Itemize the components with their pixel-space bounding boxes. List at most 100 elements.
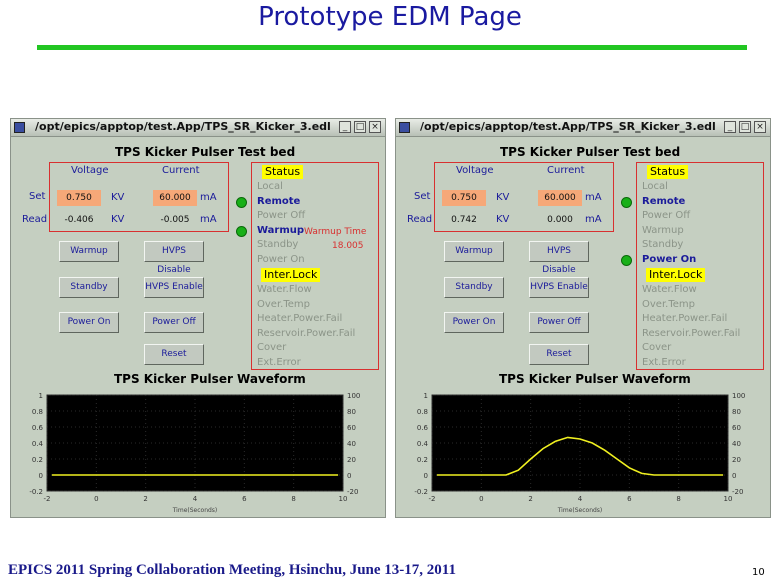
warmup-button[interactable]: Warmup [59, 241, 119, 262]
status-led-icon [236, 196, 247, 208]
x-tick-label: 4 [578, 495, 583, 503]
power-off-button[interactable]: Power Off [529, 312, 589, 333]
left-tick-label: 1 [424, 392, 428, 400]
voltage-set-unit: KV [496, 192, 510, 203]
hvps-enable-button[interactable]: HVPS Enable [529, 277, 589, 298]
current-set-unit: mA [585, 192, 602, 203]
reset-button[interactable]: Reset [144, 344, 204, 365]
x-tick-label: 4 [193, 495, 198, 503]
current-header: Current [547, 165, 585, 176]
edm-window: /opt/epics/apptop/test.App/TPS_SR_Kicker… [10, 118, 386, 518]
x-tick-label: 8 [291, 495, 295, 503]
status-frame [251, 162, 379, 370]
window-title: /opt/epics/apptop/test.App/TPS_SR_Kicker… [420, 120, 716, 133]
warmup-button[interactable]: Warmup [444, 241, 504, 262]
right-tick-label: 100 [732, 392, 745, 400]
right-tick-label: 40 [732, 440, 741, 448]
window-title: /opt/epics/apptop/test.App/TPS_SR_Kicker… [35, 120, 331, 133]
voltage-set-input[interactable]: 0.750 [442, 190, 486, 206]
right-tick-label: -20 [347, 488, 358, 496]
slide-title: Prototype EDM Page [258, 2, 522, 32]
set-label: Set [414, 191, 431, 202]
title-divider [37, 45, 747, 50]
setpoint-group-frame [434, 162, 614, 232]
window-menu-icon[interactable] [399, 122, 410, 133]
read-label: Read [407, 214, 433, 225]
left-tick-label: 0.8 [417, 408, 428, 416]
close-icon[interactable]: × [754, 121, 766, 133]
voltage-readback: 0.742 [451, 215, 477, 225]
current-read-unit: mA [585, 214, 602, 225]
current-set-unit: mA [200, 192, 217, 203]
interlock-item: Heater.Power.Fail [642, 313, 728, 324]
current-set-input[interactable]: 60.000 [538, 190, 582, 206]
left-tick-label: 0 [424, 472, 428, 480]
status-item: Power On [642, 253, 697, 265]
waveform-line [436, 436, 724, 476]
interlock-item: Cover [642, 342, 672, 353]
maximize-icon[interactable]: □ [354, 121, 366, 133]
current-header: Current [162, 165, 200, 176]
window-titlebar[interactable]: /opt/epics/apptop/test.App/TPS_SR_Kicker… [11, 119, 385, 137]
x-tick-label: 10 [339, 495, 348, 503]
window-titlebar[interactable]: /opt/epics/apptop/test.App/TPS_SR_Kicker… [396, 119, 770, 137]
status-item: Warmup [257, 224, 305, 236]
hvps-enable-button[interactable]: HVPS Enable [144, 277, 204, 298]
current-set-input[interactable]: 60.000 [153, 190, 197, 206]
hvps-disable-button[interactable]: HVPS Disable [529, 241, 589, 275]
left-tick-label: -0.2 [414, 488, 428, 496]
interlock-badge: Inter.Lock [646, 268, 706, 282]
left-tick-label: 0.4 [32, 440, 44, 448]
left-tick-label: 0.2 [32, 456, 43, 464]
right-tick-label: 80 [347, 408, 356, 416]
status-item: Local [257, 181, 283, 192]
left-tick-label: 1 [39, 392, 43, 400]
left-tick-label: 0.8 [32, 408, 43, 416]
interlock-item: Cover [257, 342, 287, 353]
voltage-set-input[interactable]: 0.750 [57, 190, 101, 206]
right-tick-label: -20 [732, 488, 743, 496]
standby-button[interactable]: Standby [59, 277, 119, 298]
x-axis-label: Time(Seconds) [172, 507, 218, 514]
close-icon[interactable]: × [369, 121, 381, 133]
waveform-plot-title: TPS Kicker Pulser Waveform [114, 372, 306, 386]
minimize-icon[interactable]: _ [339, 121, 351, 133]
right-tick-label: 0 [347, 472, 351, 480]
interlock-item: Ext.Error [642, 356, 686, 368]
status-item: Local [642, 181, 668, 192]
status-led-icon [621, 196, 632, 208]
power-off-button[interactable]: Power Off [144, 312, 204, 333]
edm-window: /opt/epics/apptop/test.App/TPS_SR_Kicker… [395, 118, 771, 518]
status-item: Power On [257, 253, 305, 265]
minimize-icon[interactable]: _ [724, 121, 736, 133]
warmup-time-value: 18.005 [332, 241, 364, 251]
set-label: Set [29, 191, 46, 202]
x-axis-label: Time(Seconds) [557, 507, 603, 514]
left-tick-label: -0.2 [29, 488, 43, 496]
window-menu-icon[interactable] [14, 122, 25, 133]
current-readback: 0.000 [547, 215, 573, 225]
power-on-button[interactable]: Power On [59, 312, 119, 333]
reset-button[interactable]: Reset [529, 344, 589, 365]
power-on-button[interactable]: Power On [444, 312, 504, 333]
right-tick-label: 100 [347, 392, 360, 400]
interlock-item: Ext.Error [257, 356, 301, 368]
status-badge: Status [262, 165, 304, 179]
left-tick-label: 0.6 [417, 424, 429, 432]
right-tick-label: 0 [732, 472, 736, 480]
voltage-read-unit: KV [496, 214, 510, 225]
interlock-item: Heater.Power.Fail [257, 313, 343, 324]
x-tick-label: 0 [94, 495, 98, 503]
hvps-disable-button[interactable]: HVPS Disable [144, 241, 204, 275]
maximize-icon[interactable]: □ [739, 121, 751, 133]
right-tick-label: 40 [347, 440, 356, 448]
waveform-plot-title: TPS Kicker Pulser Waveform [499, 372, 691, 386]
x-tick-label: 10 [724, 495, 733, 503]
interlock-item: Reservoir.Power.Fail [257, 327, 356, 339]
x-tick-label: 6 [627, 495, 632, 503]
x-tick-label: 2 [143, 495, 147, 503]
left-tick-label: 0.6 [32, 424, 44, 432]
status-item: Standby [257, 239, 299, 250]
standby-button[interactable]: Standby [444, 277, 504, 298]
